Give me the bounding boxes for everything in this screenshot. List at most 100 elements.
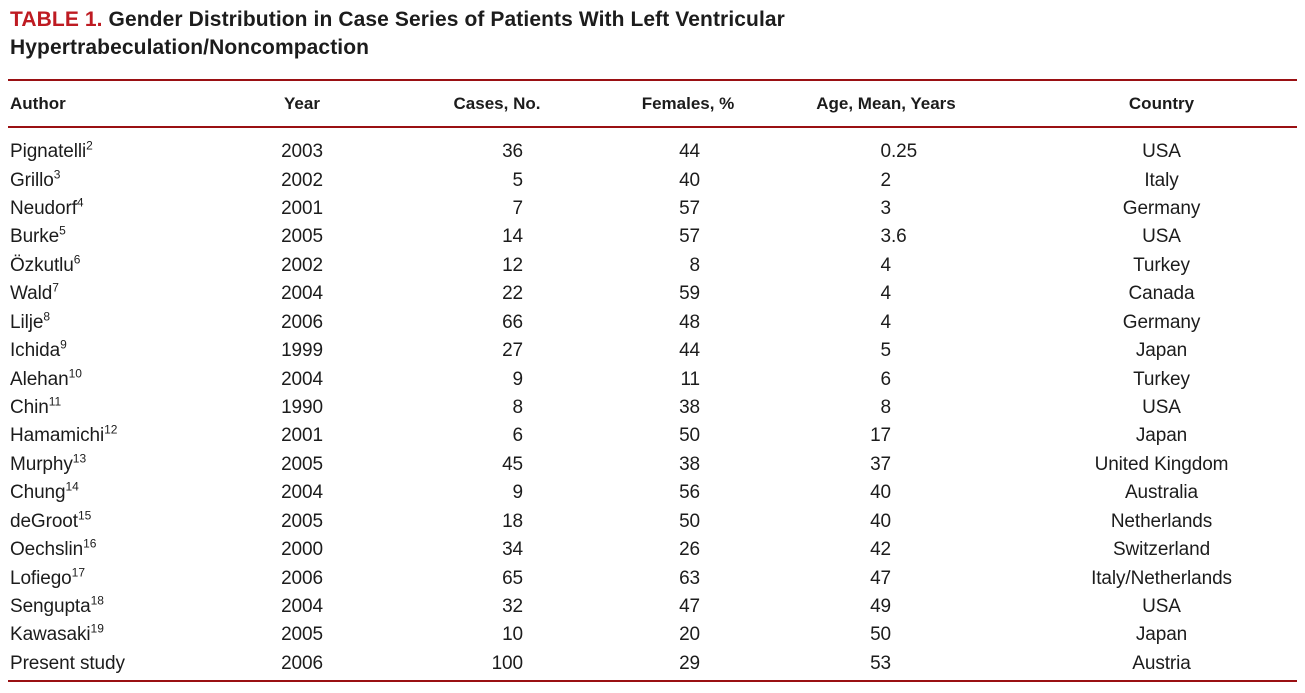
cases-cell: 7: [364, 198, 630, 220]
age-value: 0.25: [880, 141, 918, 163]
author-cell: Özkutlu6: [8, 254, 240, 277]
age-cell: 2: [746, 170, 1026, 192]
females-value: 29: [679, 652, 700, 674]
author-name: Present study: [10, 652, 125, 674]
author-name: Lilje: [10, 311, 44, 333]
table-row: Hamamichi12 2001 6 50 17 Japan: [8, 422, 1297, 450]
age-value: 4: [880, 283, 892, 305]
cases-value: 34: [502, 539, 523, 561]
year-cell: 2006: [281, 652, 323, 674]
table-row: Murphy13 2005 45 38 37 United Kingdom: [8, 451, 1297, 479]
cases-cell: 65: [364, 568, 630, 590]
age-cell: 4: [746, 312, 1026, 334]
cases-value: 65: [502, 567, 523, 589]
table-row: Sengupta18 2004 32 47 49 USA: [8, 593, 1297, 621]
reference-superscript: 2: [86, 138, 93, 153]
females-cell: 8: [630, 255, 746, 277]
reference-superscript: 15: [77, 508, 92, 523]
reference-superscript: 4: [76, 195, 84, 210]
year-cell: 2003: [281, 141, 323, 163]
table-row: Present study 2006 100 29 53 Austria: [8, 650, 1297, 678]
cases-value: 9: [512, 368, 524, 390]
author-cell: Lilje8: [8, 310, 240, 334]
column-header-cases: Cases, No.: [453, 93, 541, 113]
table-row: Alehan10 2004 9 11 6 Turkey: [8, 365, 1297, 393]
age-cell: 4: [746, 255, 1026, 277]
cases-cell: 34: [364, 539, 630, 561]
females-value: 40: [679, 169, 700, 191]
cases-cell: 32: [364, 596, 630, 618]
cases-value: 18: [502, 510, 523, 532]
cases-cell: 18: [364, 511, 630, 533]
country-cell: Germany: [1122, 198, 1201, 220]
females-value: 20: [679, 624, 700, 646]
cases-value: 12: [502, 254, 523, 276]
cases-value: 27: [502, 340, 523, 362]
age-value: 53: [870, 652, 891, 674]
year-cell: 2005: [281, 453, 323, 475]
cases-value: 14: [502, 226, 523, 248]
females-cell: 59: [630, 283, 746, 305]
top-rule: [8, 79, 1297, 81]
reference-superscript: 9: [60, 337, 67, 352]
females-cell: 40: [630, 170, 746, 192]
age-cell: 3.6: [746, 226, 1026, 248]
country-cell: USA: [1142, 397, 1181, 418]
year-cell: 2004: [281, 283, 323, 305]
author-cell: Grillo3: [8, 167, 240, 192]
age-value: 47: [870, 567, 891, 589]
cases-value: 45: [502, 453, 523, 475]
table-row: Wald7 2004 22 59 4 Canada: [8, 280, 1297, 308]
author-cell: Hamamichi12: [8, 423, 240, 447]
cases-value: 22: [502, 283, 523, 305]
cases-value: 9: [512, 482, 524, 504]
header-rule: [8, 126, 1297, 128]
author-name: deGroot: [10, 510, 78, 532]
year-cell: 2006: [281, 567, 323, 589]
cases-cell: 66: [364, 312, 630, 334]
author-name: Wald: [10, 283, 53, 305]
reference-superscript: 17: [71, 565, 85, 580]
country-cell: Canada: [1128, 283, 1195, 305]
age-cell: 5: [746, 340, 1026, 362]
year-cell: 2005: [281, 624, 323, 646]
females-cell: 26: [630, 539, 746, 561]
females-cell: 56: [630, 482, 746, 504]
author-cell: Burke5: [8, 225, 240, 248]
country-cell: Switzerland: [1112, 539, 1211, 561]
author-name: Burke: [10, 226, 60, 248]
age-value: 6: [880, 368, 892, 390]
year-cell: 2005: [281, 226, 323, 248]
reference-superscript: 3: [53, 167, 61, 182]
females-value: 47: [679, 595, 700, 617]
females-value: 50: [679, 510, 700, 532]
author-cell: Kawasaki19: [8, 623, 240, 646]
reference-superscript: 12: [104, 423, 118, 438]
year-cell: 2001: [281, 198, 323, 220]
cases-cell: 5: [364, 170, 630, 192]
females-cell: 50: [630, 511, 746, 533]
author-name: Ichida: [10, 340, 61, 362]
females-value: 38: [679, 453, 700, 475]
age-value: 5: [880, 340, 892, 362]
country-cell: Italy/Netherlands: [1091, 567, 1232, 589]
age-value: 8: [880, 397, 892, 418]
age-value: 2: [880, 169, 892, 191]
females-value: 44: [679, 141, 700, 163]
table-row: Grillo3 2002 5 40 2 Italy: [8, 166, 1297, 194]
country-cell: Japan: [1135, 425, 1188, 447]
table-body: Pignatelli2 2003 36 44 0.25 USA Grillo3 …: [8, 130, 1297, 678]
females-value: 63: [679, 567, 700, 589]
author-name: Alehan: [10, 368, 69, 390]
age-value: 37: [870, 453, 891, 475]
age-cell: 40: [746, 482, 1026, 504]
cases-value: 7: [512, 198, 524, 220]
age-cell: 53: [746, 653, 1026, 675]
females-value: 57: [679, 198, 700, 220]
age-cell: 49: [746, 596, 1026, 618]
table-row: Lofiego17 2006 65 63 47 Italy/Netherland…: [8, 564, 1297, 592]
age-value: 3.6: [880, 226, 907, 248]
cases-cell: 8: [364, 397, 630, 419]
age-value: 42: [870, 539, 891, 561]
cases-cell: 45: [364, 454, 630, 476]
